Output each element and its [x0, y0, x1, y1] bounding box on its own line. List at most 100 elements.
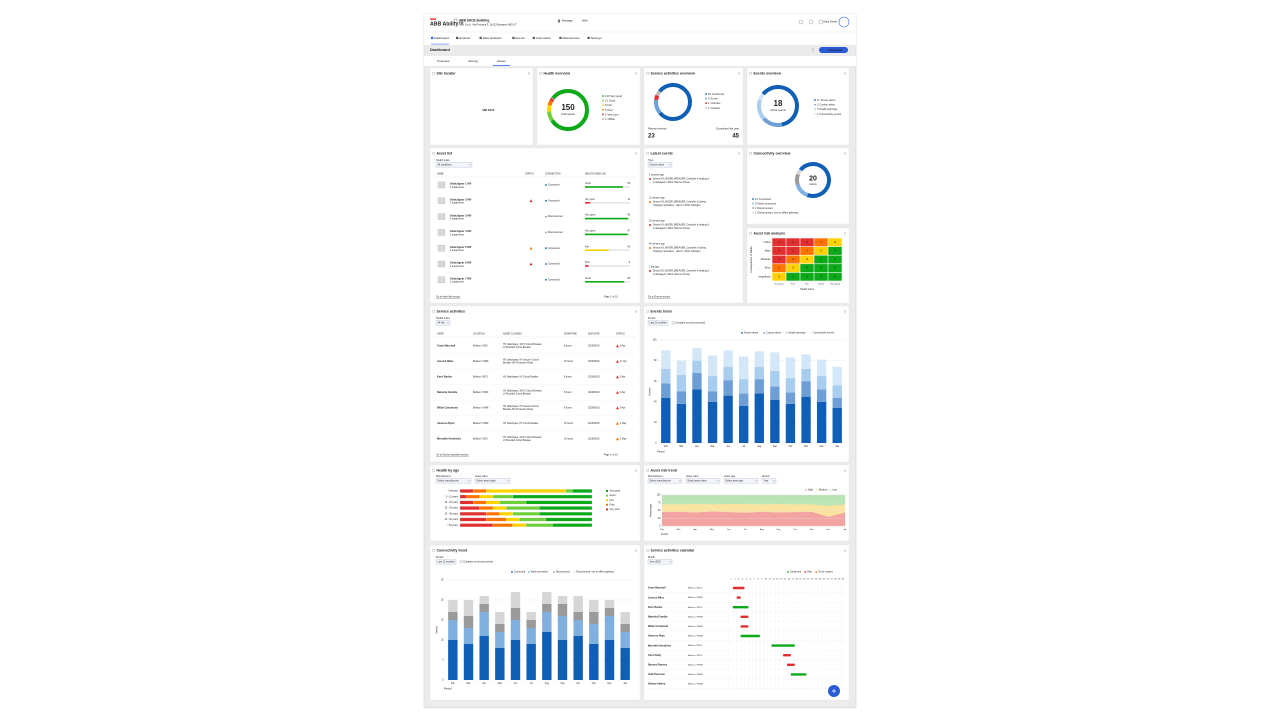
- dropdown[interactable]: [435, 162, 473, 168]
- menu-dot[interactable]: [844, 312, 846, 314]
- menu-dot[interactable]: [635, 309, 637, 311]
- brand: ABB Ability™: [430, 21, 464, 27]
- menu-dot[interactable]: [635, 548, 637, 550]
- dropdown-caret: [468, 164, 472, 166]
- nav-item[interactable]: Events: [516, 36, 526, 40]
- menu-dot[interactable]: [635, 311, 637, 312]
- legend-label: Partly connected: [757, 202, 776, 205]
- menu-dot[interactable]: [738, 71, 740, 73]
- menu-dot[interactable]: [635, 153, 637, 154]
- notification-icon[interactable]: [818, 19, 824, 25]
- menu-dot[interactable]: [528, 71, 530, 73]
- asset-name[interactable]: Switchgear 5 MV: [450, 245, 472, 249]
- legend-label: Risk: [807, 571, 812, 574]
- menu-dot[interactable]: [812, 48, 814, 49]
- pagination[interactable]: Page 1 of 10: [604, 454, 618, 457]
- asset-name[interactable]: Switchgear 3 MV: [450, 213, 472, 217]
- nav-item[interactable]: Data analytics: [483, 36, 502, 40]
- asset-name[interactable]: Switchgear 7 MV: [450, 277, 472, 281]
- tab[interactable]: Assets: [497, 59, 507, 63]
- download-icon[interactable]: [808, 19, 814, 25]
- menu-dot[interactable]: [844, 550, 846, 551]
- menu-dot[interactable]: [844, 233, 846, 234]
- dropdown[interactable]: [647, 320, 669, 326]
- menu-dot[interactable]: [812, 49, 814, 51]
- nav-item[interactable]: Explorer: [459, 36, 470, 40]
- checkbox[interactable]: [671, 321, 675, 325]
- help-icon[interactable]: [798, 19, 804, 25]
- menu-dot[interactable]: [738, 151, 740, 153]
- asset-sub: 5 equipments: [450, 186, 465, 189]
- menu-dot[interactable]: [844, 468, 846, 470]
- dropdown[interactable]: [647, 559, 673, 565]
- add-panel-button[interactable]: [819, 47, 848, 53]
- dropdown[interactable]: [647, 478, 683, 484]
- checkbox[interactable]: [459, 560, 463, 564]
- bar: [479, 506, 494, 510]
- pagination[interactable]: Page 1 of 10: [604, 296, 618, 299]
- menu-dot[interactable]: [844, 548, 846, 550]
- section-link[interactable]: Go to Service activities section: [436, 454, 469, 457]
- menu-dot[interactable]: [635, 468, 637, 470]
- legend-dot: [573, 571, 576, 573]
- menu-dot[interactable]: [635, 470, 637, 471]
- menu-dot[interactable]: [528, 74, 530, 76]
- menu-dot[interactable]: [844, 311, 846, 312]
- avatar[interactable]: [838, 16, 850, 28]
- dropdown[interactable]: [474, 478, 511, 484]
- asset-name[interactable]: Switchgear 2 MV: [450, 198, 472, 202]
- asset-name[interactable]: Switchgear 4 MV: [450, 229, 472, 233]
- menu-dot[interactable]: [844, 309, 846, 311]
- menu-dot[interactable]: [812, 50, 814, 52]
- dropdown[interactable]: [647, 162, 673, 168]
- card-icon: [646, 152, 649, 155]
- menu-dot[interactable]: [635, 550, 637, 551]
- menu-dot[interactable]: [635, 312, 637, 314]
- bar: [676, 403, 687, 443]
- menu-dot[interactable]: [844, 471, 846, 473]
- filter-label: Asset class: [475, 475, 488, 478]
- nav-item[interactable]: Automation: [536, 36, 552, 40]
- menu-dot[interactable]: [844, 231, 846, 233]
- menu-dot[interactable]: [844, 151, 846, 153]
- tab[interactable]: Overview: [437, 59, 450, 63]
- menu-dot[interactable]: [528, 73, 530, 74]
- x-tick-label: Aug: [757, 445, 762, 448]
- dropdown[interactable]: [435, 559, 457, 565]
- menu-dot[interactable]: [844, 551, 846, 553]
- day-label: 20: [803, 579, 806, 581]
- menu-dot[interactable]: [635, 551, 637, 553]
- menu-dot[interactable]: [635, 73, 637, 74]
- menu-dot[interactable]: [844, 470, 846, 471]
- menu-dot[interactable]: [635, 71, 637, 73]
- menu-dot[interactable]: [844, 71, 846, 73]
- dropdown[interactable]: [685, 478, 721, 484]
- user-name: Kerri Barber: [648, 606, 663, 609]
- nav-item[interactable]: Settings: [591, 36, 602, 40]
- menu-dot[interactable]: [844, 73, 846, 74]
- nav-item[interactable]: Dashboard: [434, 36, 449, 40]
- health-bar: [585, 233, 628, 236]
- menu-dot[interactable]: [635, 74, 637, 76]
- menu-dot[interactable]: [844, 74, 846, 76]
- dropdown[interactable]: [435, 478, 472, 484]
- asset-name[interactable]: Switchgear 6 MV: [450, 261, 472, 265]
- section-link[interactable]: Go to Asset list section: [436, 296, 461, 299]
- menu-dot[interactable]: [844, 153, 846, 154]
- menu-dot[interactable]: [738, 73, 740, 74]
- menu-dot[interactable]: [844, 154, 846, 156]
- menu-dot[interactable]: [738, 154, 740, 156]
- menu-dot[interactable]: [738, 74, 740, 76]
- menu-dot[interactable]: [635, 154, 637, 156]
- nav-item[interactable]: Maintenance: [563, 36, 581, 40]
- dropdown[interactable]: [435, 320, 451, 326]
- dropdown[interactable]: [723, 478, 759, 484]
- section-link[interactable]: Go to Events section: [648, 296, 671, 299]
- asset-name[interactable]: Switchgear 1 MV: [450, 182, 472, 186]
- menu-dot[interactable]: [635, 471, 637, 473]
- menu-dot[interactable]: [844, 234, 846, 236]
- menu-dot[interactable]: [738, 153, 740, 154]
- dropdown[interactable]: [761, 478, 777, 484]
- tab[interactable]: Energy: [468, 59, 478, 63]
- menu-dot[interactable]: [635, 151, 637, 153]
